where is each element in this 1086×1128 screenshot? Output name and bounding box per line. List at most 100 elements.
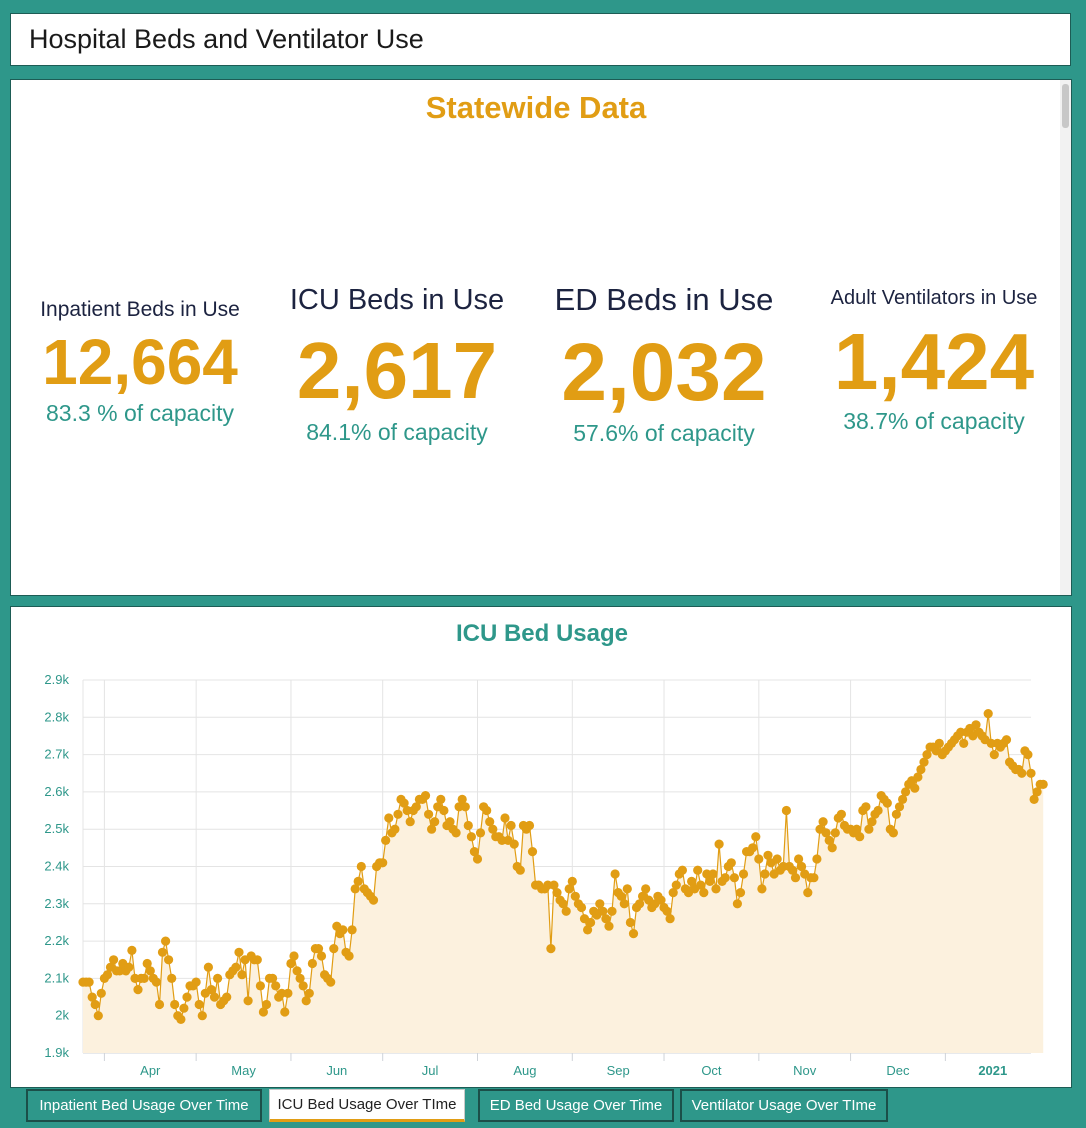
x-tick-label: Dec	[886, 1063, 910, 1078]
data-point	[604, 921, 614, 931]
data-point	[292, 966, 302, 976]
data-point	[558, 899, 568, 909]
data-point	[735, 888, 746, 898]
data-point	[313, 944, 324, 954]
data-point	[677, 865, 688, 875]
scrollbar-thumb[interactable]	[1062, 84, 1069, 128]
data-point	[280, 1007, 290, 1017]
data-point	[176, 1014, 186, 1024]
data-point	[87, 992, 97, 1002]
y-tick-label: 2.4k	[44, 859, 69, 874]
data-point	[133, 985, 143, 995]
data-point	[93, 1011, 103, 1021]
data-point	[289, 951, 299, 961]
data-point	[824, 835, 834, 845]
data-point	[787, 865, 798, 875]
data-point	[527, 847, 538, 857]
data-point	[919, 757, 929, 767]
data-point	[610, 869, 620, 879]
data-point	[271, 981, 281, 991]
stats-panel-scrollbar[interactable]	[1060, 80, 1071, 595]
data-point	[500, 813, 510, 823]
data-point	[898, 794, 908, 804]
y-tick-label: 2.2k	[44, 933, 69, 948]
data-point	[628, 929, 639, 939]
x-tick-label: May	[231, 1063, 256, 1078]
data-point	[830, 828, 840, 838]
data-point	[668, 888, 678, 898]
data-point	[711, 884, 721, 894]
data-point	[546, 944, 556, 954]
data-point	[726, 858, 736, 868]
data-point	[601, 914, 611, 924]
data-point	[222, 992, 232, 1002]
tab-ventilator-usage[interactable]: Ventilator Usage Over TIme	[680, 1089, 888, 1122]
data-point	[197, 1011, 207, 1021]
data-point	[356, 861, 366, 872]
y-tick-label: 2.7k	[44, 747, 69, 762]
data-point	[1038, 779, 1048, 789]
ed-beds-stat: ED Beds in Use 2,032 57.6% of capacity	[539, 282, 789, 447]
data-point	[732, 899, 743, 909]
y-tick-label: 1.9k	[44, 1045, 69, 1060]
data-point	[913, 772, 923, 782]
data-point	[696, 880, 706, 890]
data-point	[124, 962, 134, 972]
data-point	[983, 709, 993, 719]
x-tick-label: Sep	[607, 1063, 630, 1078]
tab-icu-bed-usage[interactable]: ICU Bed Usage Over TIme	[269, 1089, 465, 1122]
data-point	[424, 809, 434, 819]
data-point	[307, 958, 317, 969]
data-point	[326, 977, 336, 987]
data-point	[139, 973, 149, 983]
data-point	[821, 828, 831, 838]
data-point	[384, 813, 394, 823]
data-point	[812, 854, 822, 864]
data-point	[549, 880, 559, 890]
data-point	[635, 899, 645, 909]
adult-ventilators-value: 1,424	[833, 317, 1035, 406]
x-tick-label: Jul	[422, 1063, 439, 1078]
data-point	[353, 876, 363, 886]
icu-beds-stat: ICU Beds in Use 2,617 84.1% of capacity	[277, 284, 517, 446]
inpatient-beds-capacity: 83.3 % of capacity	[46, 400, 234, 426]
data-point	[167, 973, 177, 983]
data-point	[1017, 768, 1027, 778]
icu-beds-capacity: 84.1% of capacity	[306, 419, 488, 445]
x-tick-label: Aug	[513, 1063, 536, 1078]
data-point	[1023, 750, 1033, 760]
data-point	[347, 925, 357, 935]
data-point	[350, 884, 360, 894]
data-point	[1029, 794, 1039, 804]
icu-bed-usage-panel: ICU Bed Usage 1.9k 2k 2.1k 2.2k 2.3k 2.4k 2.5k…	[10, 606, 1072, 1088]
icu-beds-label: ICU Beds in Use	[289, 284, 505, 316]
data-point	[191, 977, 201, 987]
y-tick-label: 2.3k	[44, 896, 69, 911]
data-point	[971, 720, 981, 730]
data-point	[790, 873, 801, 883]
data-point	[888, 828, 899, 838]
data-point	[616, 891, 626, 901]
data-point	[157, 947, 168, 957]
dashboard-title-bar: Hospital Beds and Ventilator Use	[10, 13, 1071, 66]
data-point	[258, 1007, 268, 1017]
data-point	[295, 973, 305, 983]
data-point	[234, 947, 244, 957]
data-point	[84, 977, 94, 987]
x-tick-label: 2021	[978, 1063, 1007, 1078]
data-point	[699, 888, 709, 898]
data-point	[427, 824, 437, 834]
y-tick-label: 2.9k	[44, 672, 69, 687]
data-point	[894, 802, 905, 812]
chart-title: ICU Bed Usage	[455, 620, 629, 647]
tab-inpatient-bed-usage[interactable]: Inpatient Bed Usage Over Time	[26, 1089, 262, 1122]
data-point	[405, 817, 415, 827]
tab-ed-bed-usage[interactable]: ED Bed Usage Over Time	[478, 1089, 674, 1122]
data-point	[781, 805, 792, 816]
dashboard-title: Hospital Beds and Ventilator Use	[29, 24, 424, 54]
data-point	[460, 802, 470, 812]
data-point	[436, 794, 446, 804]
data-point	[705, 876, 715, 886]
data-point	[738, 869, 749, 879]
adult-ventilators-label: Adult Ventilators in Use	[830, 287, 1038, 309]
